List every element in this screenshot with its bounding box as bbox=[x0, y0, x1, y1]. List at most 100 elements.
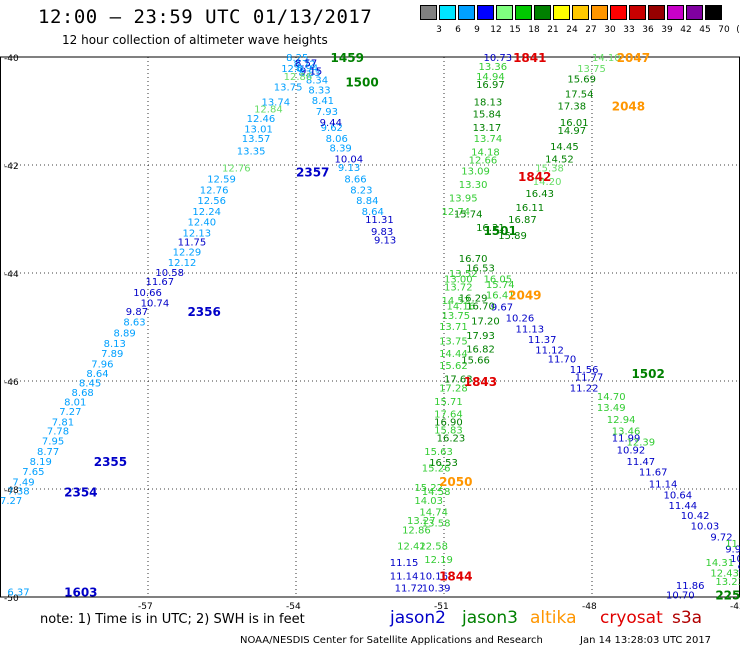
satellite-legend-jason3: jason3 bbox=[462, 608, 518, 628]
wave-height-value: 14.94 bbox=[476, 72, 505, 83]
pass-time-label: 2356 bbox=[187, 305, 220, 319]
wave-height-value: 7.95 bbox=[42, 436, 64, 447]
wave-height-value: 7.65 bbox=[22, 467, 44, 478]
wave-height-value: 13.17 bbox=[473, 123, 502, 134]
wave-height-value: 12.74 bbox=[442, 207, 471, 218]
wave-height-value: 9.15 bbox=[300, 67, 322, 78]
wave-height-value: 11.67 bbox=[146, 277, 175, 288]
wave-height-value: 15.74 bbox=[454, 210, 483, 221]
wave-height-value: 14.45 bbox=[550, 142, 579, 153]
lat-label: -46 bbox=[4, 378, 19, 388]
wave-height-value: 17.28 bbox=[439, 383, 468, 394]
wave-height-value: 15.38 bbox=[535, 164, 564, 175]
wave-height-value: 12.56 bbox=[197, 196, 226, 207]
wave-height-value: 15.62 bbox=[439, 361, 468, 372]
wave-height-value: 13.46 bbox=[612, 427, 641, 438]
pass-time-label: 1841 bbox=[513, 51, 546, 65]
wave-height-value: 9.44 bbox=[320, 118, 342, 129]
wave-height-value: 10.74 bbox=[141, 299, 170, 310]
wave-height-value: 9.62 bbox=[321, 123, 343, 134]
wave-height-value: 8.84 bbox=[356, 196, 378, 207]
wave-height-value: 10.16 bbox=[419, 571, 448, 582]
wave-height-value: 11.14 bbox=[390, 571, 419, 582]
wave-height-value: 8.64 bbox=[362, 207, 384, 218]
color-scale-swatch bbox=[705, 5, 722, 20]
wave-height-value: 14.16 bbox=[446, 301, 475, 312]
wave-height-value: 16.05 bbox=[483, 274, 512, 285]
wave-height-value: 15.22 bbox=[414, 483, 443, 494]
wave-height-value: 11.22 bbox=[570, 383, 599, 394]
wave-height-value: 16.41 bbox=[486, 291, 515, 302]
wave-height-value: 12.12 bbox=[168, 258, 197, 269]
color-scale-label: 18 bbox=[528, 25, 540, 35]
wave-height-value: 16.70 bbox=[466, 301, 495, 312]
wave-height-value: 13.27 bbox=[407, 516, 436, 527]
wave-height-value: 8.33 bbox=[308, 85, 330, 96]
wave-height-value: 12.59 bbox=[207, 175, 236, 186]
wave-height-value: 13.23 bbox=[715, 577, 740, 588]
wave-height-value: 11.86 bbox=[676, 581, 705, 592]
pass-time-label: 2354 bbox=[64, 486, 97, 500]
wave-height-value: 9.72 bbox=[710, 533, 732, 544]
wave-height-value: 14.74 bbox=[419, 508, 448, 519]
wave-height-value: 16.53 bbox=[429, 458, 458, 469]
lat-label: -48 bbox=[4, 486, 19, 496]
wave-height-value: 14.03 bbox=[414, 496, 443, 507]
pass-time-label: 2048 bbox=[612, 100, 645, 114]
color-scale-label: 12 bbox=[490, 25, 502, 35]
wave-height-value: 14.52 bbox=[545, 155, 574, 166]
wave-height-value: 14.20 bbox=[533, 177, 562, 188]
wave-height-value: 13.95 bbox=[449, 193, 478, 204]
wave-height-value: 13.74 bbox=[474, 134, 503, 145]
credit-text: NOAA/NESDIS Center for Satellite Applica… bbox=[240, 635, 543, 646]
lat-label: -40 bbox=[4, 54, 19, 64]
pass-time-label: 1842 bbox=[518, 170, 551, 184]
wave-height-value: 8.06 bbox=[326, 134, 348, 145]
color-scale-label: 21 bbox=[547, 25, 559, 35]
wave-height-value: 16.90 bbox=[434, 418, 463, 429]
lon-label: -54 bbox=[286, 602, 301, 612]
wave-height-value: 10.26 bbox=[506, 313, 535, 324]
wave-height-value: 16.29 bbox=[459, 293, 488, 304]
lat-label: -44 bbox=[4, 270, 19, 280]
pass-time-label: 2355 bbox=[94, 455, 127, 469]
color-scale-swatch bbox=[648, 5, 665, 20]
wave-height-value: 11.14 bbox=[649, 480, 678, 491]
wave-height-value: 12.66 bbox=[469, 156, 498, 167]
pass-time-label: 2047 bbox=[617, 51, 650, 65]
wave-height-value: 10.7 bbox=[730, 554, 740, 565]
wave-height-value: 17.64 bbox=[434, 409, 463, 420]
wave-height-value: 10.66 bbox=[133, 288, 162, 299]
wave-height-value: 12.42 bbox=[397, 542, 426, 553]
lon-label: -45 bbox=[730, 602, 740, 612]
wave-height-value: 10.92 bbox=[617, 446, 646, 457]
wave-height-value: 14.10 bbox=[592, 53, 621, 64]
color-scale-swatch bbox=[515, 5, 532, 20]
wave-height-value: 10.39 bbox=[422, 583, 451, 594]
color-scale-label: 24 bbox=[566, 25, 578, 35]
lat-label: -42 bbox=[4, 162, 19, 172]
wave-height-value: 12.76 bbox=[200, 185, 229, 196]
wave-height-value: 12.84 bbox=[254, 104, 283, 115]
color-scale-label: 27 bbox=[585, 25, 597, 35]
color-scale-label: 9 bbox=[474, 25, 480, 35]
color-scale-swatch bbox=[477, 5, 494, 20]
color-scale-label: 15 bbox=[509, 25, 521, 35]
pass-time-label: 1500 bbox=[345, 75, 378, 89]
wave-height-value: 8.63 bbox=[123, 318, 145, 329]
wave-height-value: 11.70 bbox=[548, 354, 577, 365]
color-scale-swatch bbox=[458, 5, 475, 20]
wave-height-value: 11.99 bbox=[612, 434, 641, 445]
wave-height-value: 7.81 bbox=[52, 418, 74, 429]
wave-height-value: 16.82 bbox=[466, 345, 495, 356]
color-scale-label: 36 bbox=[642, 25, 654, 35]
wave-height-value: 13.00 bbox=[444, 274, 473, 285]
color-scale-swatch bbox=[420, 5, 437, 20]
wave-height-value: 8.72 bbox=[294, 59, 316, 70]
wave-height-value: 16.43 bbox=[525, 189, 554, 200]
wave-height-value: 17.93 bbox=[466, 331, 495, 342]
color-scale-swatch bbox=[610, 5, 627, 20]
wave-height-value: 14.52 bbox=[442, 296, 471, 307]
wave-height-value: 10.58 bbox=[155, 268, 184, 279]
wave-height-value: 12.43 bbox=[710, 569, 739, 580]
